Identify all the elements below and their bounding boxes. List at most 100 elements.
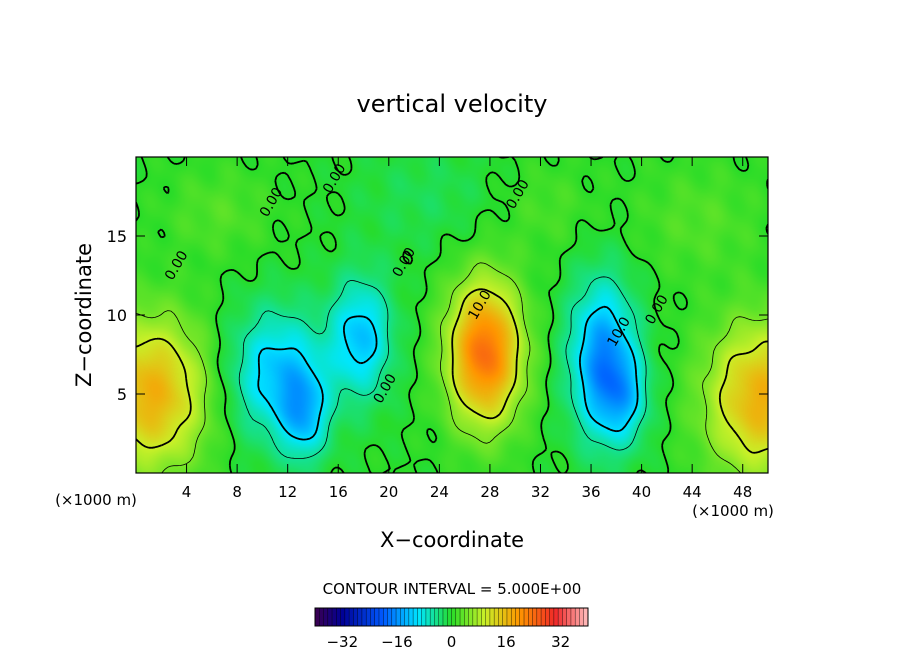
x-tick-label: 20	[379, 483, 398, 501]
colorbar-swatch	[451, 608, 457, 626]
colorbar-swatch	[447, 608, 452, 626]
colorbar-tick-label: 16	[497, 633, 516, 651]
colorbar-ticks: −32 −16 0 16 32	[326, 633, 570, 651]
colorbar-swatch	[434, 608, 440, 626]
colorbar-swatch	[485, 608, 491, 626]
colorbar-swatch	[532, 608, 538, 626]
colorbar-frame	[314, 607, 589, 627]
colorbar-swatch	[327, 608, 333, 626]
x-tick-label: 28	[480, 483, 499, 501]
colorbar-swatch	[378, 608, 384, 626]
colorbar-swatch	[460, 608, 465, 626]
colorbar-swatch	[477, 608, 482, 626]
x-tick-label: 4	[182, 483, 192, 501]
colorbar-swatch	[489, 608, 495, 626]
contour-lines	[136, 157, 768, 473]
colorbar-tick-label: 0	[447, 633, 457, 651]
contour-level	[238, 276, 647, 459]
colorbar-swatch	[515, 608, 521, 626]
colorbar-swatch	[511, 608, 516, 626]
colorbar-swatch	[421, 608, 427, 626]
chart-title: vertical velocity	[357, 90, 548, 118]
colorbar-swatch	[357, 608, 363, 626]
colorbar-tick-label: −16	[381, 633, 413, 651]
colorbar-swatch	[430, 608, 435, 626]
velocity-field	[136, 157, 768, 473]
colorbar-swatch	[366, 608, 371, 626]
colorbar-swatch	[562, 608, 567, 626]
colorbar-swatch	[549, 608, 555, 626]
colorbar-swatch	[472, 608, 478, 626]
y-axis-ticks: 5 10 15	[107, 227, 768, 404]
colorbar-swatch	[370, 608, 376, 626]
colorbar-swatch	[541, 608, 546, 626]
colorbar-tick-label: 32	[551, 633, 570, 651]
colorbar-swatch	[566, 608, 572, 626]
colorbar-swatch	[498, 608, 503, 626]
colorbar-swatch	[579, 608, 585, 626]
colorbar-swatch	[340, 608, 346, 626]
colorbar-swatch	[575, 608, 580, 626]
x-unit-right: (×1000 m)	[692, 502, 774, 520]
x-tick-label: 8	[232, 483, 242, 501]
x-tick-label: 36	[581, 483, 600, 501]
colorbar-swatch	[464, 608, 469, 626]
x-axis-label: X−coordinate	[380, 528, 524, 552]
x-unit-left: (×1000 m)	[55, 491, 137, 509]
colorbar-swatch	[387, 608, 393, 626]
colorbar-swatch	[494, 608, 499, 626]
colorbar-swatch	[442, 608, 448, 626]
y-tick-label: 10	[107, 306, 127, 325]
colorbar-swatch	[502, 608, 508, 626]
contour-interval-text: CONTOUR INTERVAL = 5.000E+00	[323, 580, 582, 598]
x-tick-label: 16	[329, 483, 348, 501]
x-tick-label: 32	[531, 483, 550, 501]
y-axis-label: Z−coordinate	[72, 243, 96, 387]
colorbar-swatch	[545, 608, 550, 626]
x-tick-label: 44	[683, 483, 702, 501]
colorbar: −32 −16 0 16 32	[314, 607, 589, 651]
colorbar-swatches	[314, 608, 589, 626]
x-tick-label: 24	[430, 483, 449, 501]
y-tick-label: 5	[117, 385, 127, 404]
colorbar-swatch	[524, 608, 529, 626]
colorbar-swatch	[536, 608, 542, 626]
colorbar-swatch	[558, 608, 563, 626]
colorbar-swatch	[336, 608, 341, 626]
colorbar-swatch	[374, 608, 380, 626]
colorbar-swatch	[391, 608, 397, 626]
colorbar-swatch	[455, 608, 461, 626]
colorbar-swatch	[349, 608, 354, 626]
colorbar-swatch	[396, 608, 401, 626]
colorbar-swatch	[583, 608, 589, 626]
colorbar-swatch	[570, 608, 576, 626]
colorbar-swatch	[319, 608, 324, 626]
x-tick-label: 40	[632, 483, 651, 501]
colorbar-swatch	[400, 608, 405, 626]
colorbar-swatch	[413, 608, 418, 626]
colorbar-swatch	[344, 608, 350, 626]
contour-level	[257, 305, 639, 441]
colorbar-swatch	[519, 608, 525, 626]
colorbar-swatch	[332, 608, 337, 626]
x-tick-label: 12	[278, 483, 297, 501]
colorbar-swatch	[468, 608, 474, 626]
colorbar-swatch	[425, 608, 431, 626]
colorbar-swatch	[315, 608, 320, 626]
y-tick-label: 15	[107, 227, 127, 246]
contour-level	[136, 288, 768, 454]
colorbar-swatch	[481, 608, 486, 626]
colorbar-swatch	[553, 608, 559, 626]
colorbar-swatch	[528, 608, 533, 626]
colorbar-swatch	[417, 608, 422, 626]
colorbar-swatch	[506, 608, 512, 626]
colorbar-swatch	[408, 608, 414, 626]
colorbar-swatch	[353, 608, 358, 626]
contour-level	[136, 157, 768, 473]
colorbar-swatch	[404, 608, 410, 626]
colorbar-swatch	[323, 608, 329, 626]
colorbar-swatch	[438, 608, 444, 626]
colorbar-swatch	[361, 608, 367, 626]
